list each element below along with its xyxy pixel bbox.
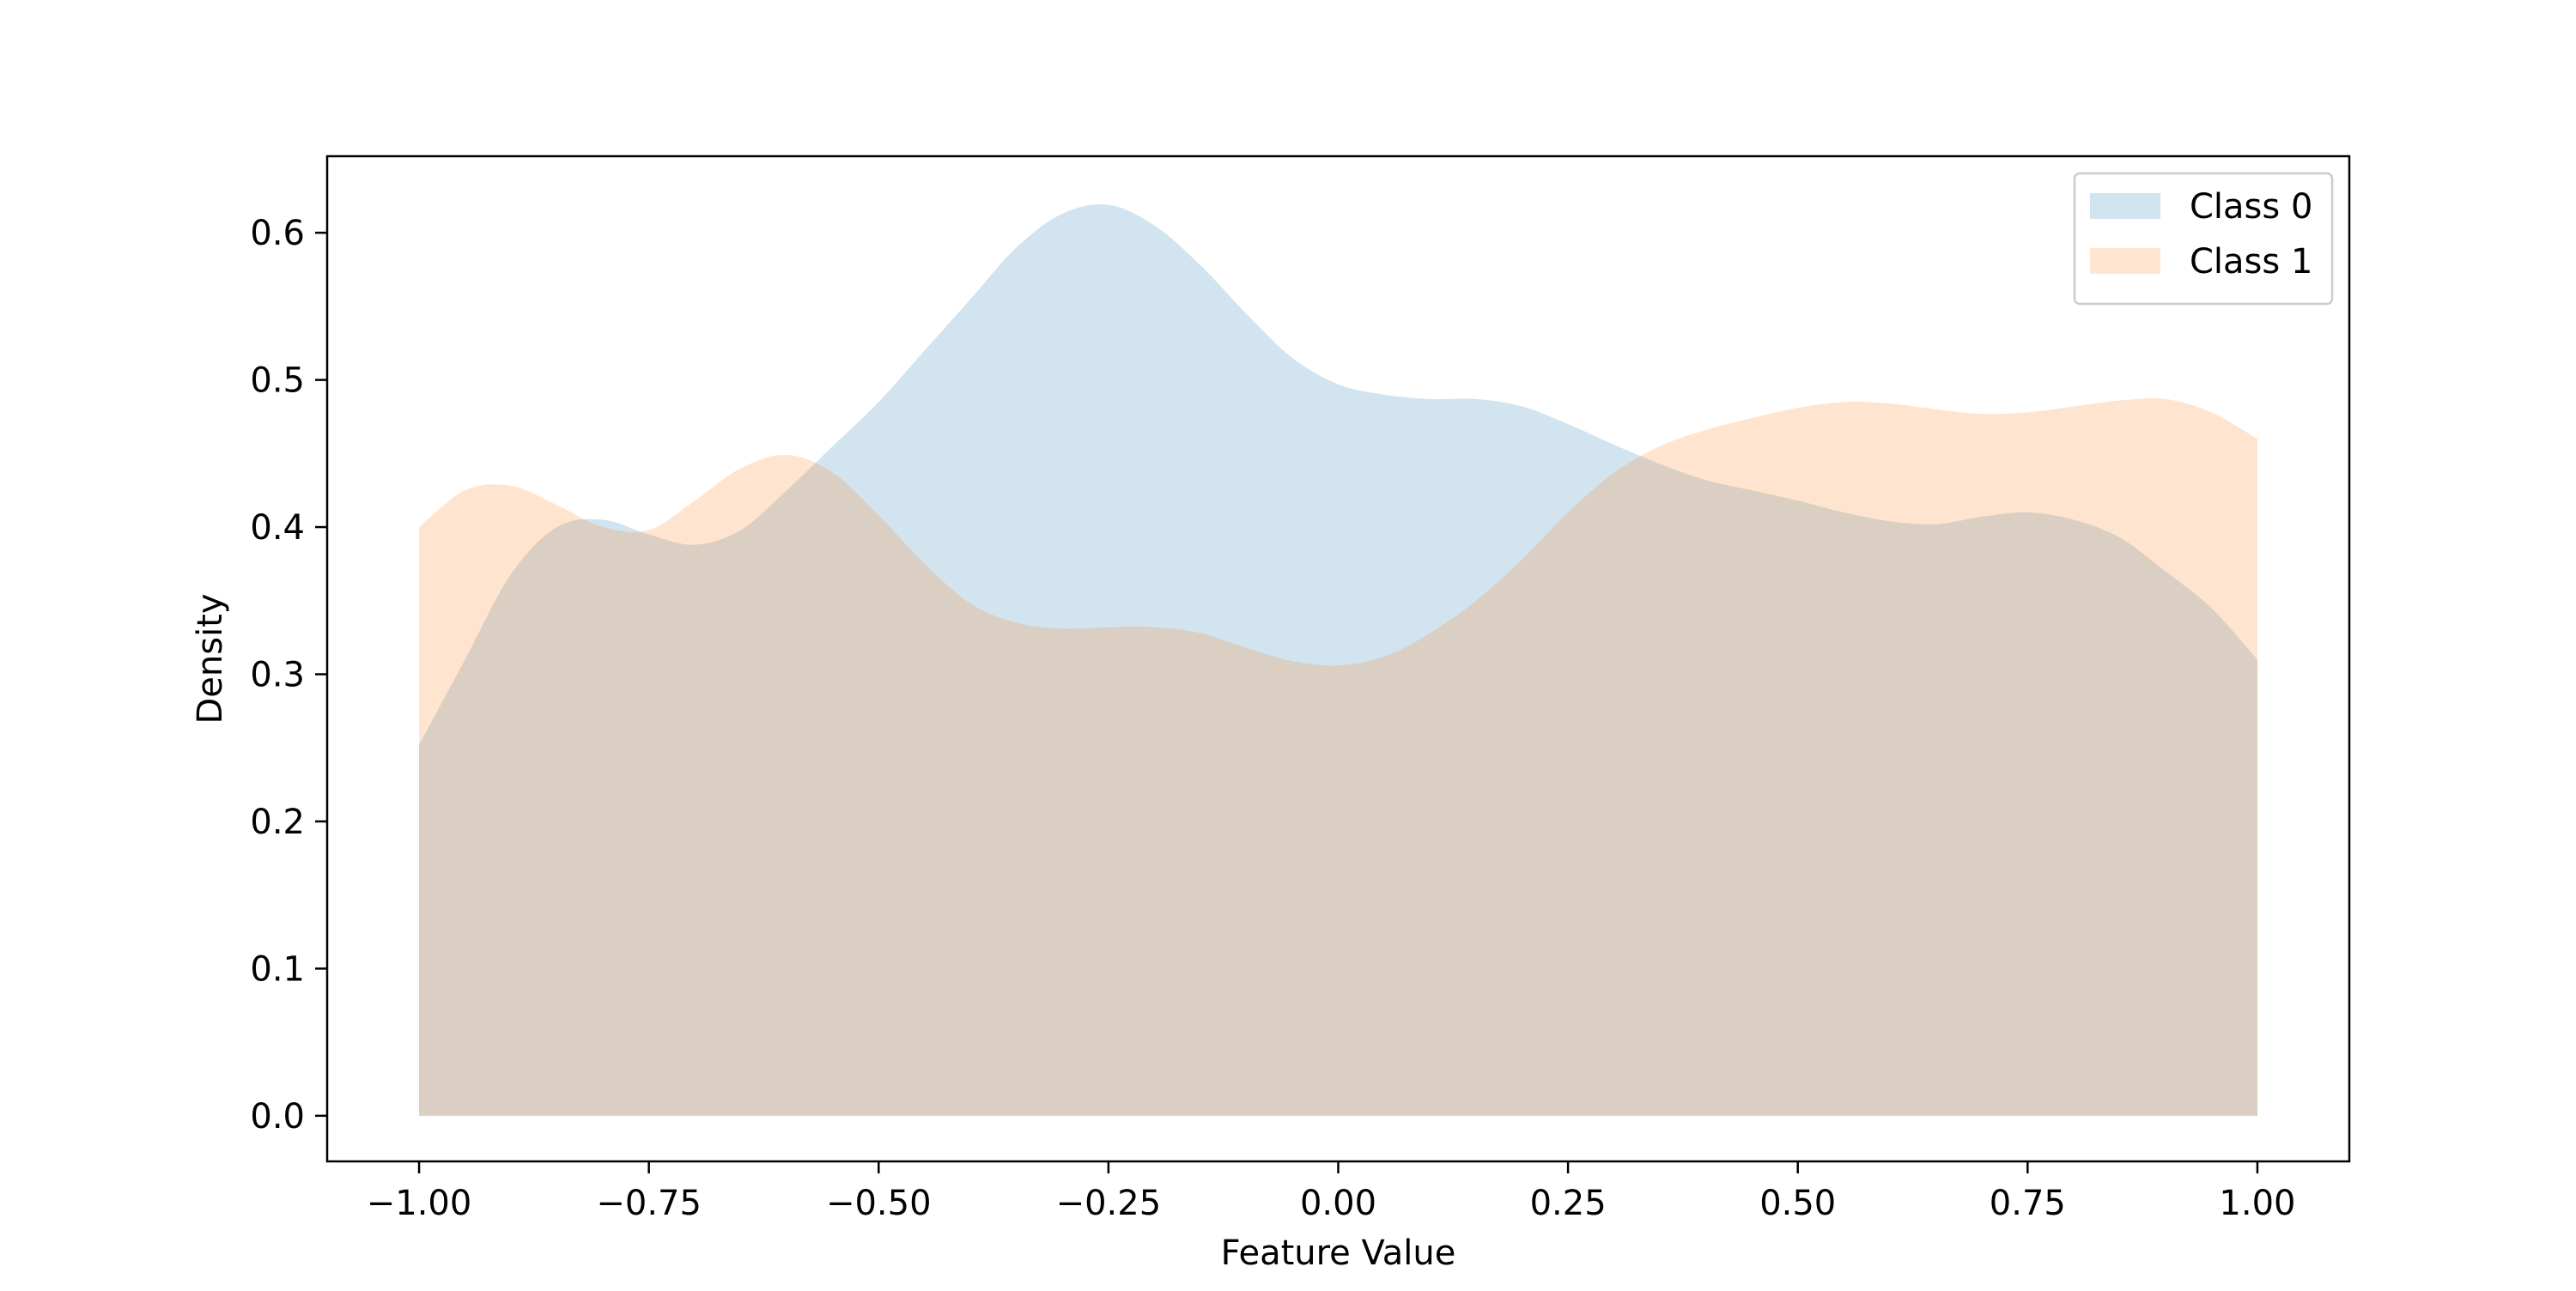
x-tick-label: −0.25 — [1056, 1184, 1162, 1223]
y-tick-label: 0.0 — [250, 1097, 305, 1136]
x-tick-label: 0.00 — [1300, 1184, 1376, 1223]
x-tick-label: −0.75 — [596, 1184, 702, 1223]
x-tick-label: −0.50 — [826, 1184, 932, 1223]
y-tick-label: 0.5 — [250, 361, 305, 401]
x-axis: −1.00 −0.75 −0.50 −0.25 0.00 0.25 0.50 0.75 1.00 — [367, 1161, 2295, 1223]
y-tick-label: 0.6 — [250, 214, 305, 253]
x-tick-label: 0.50 — [1759, 1184, 1836, 1223]
x-tick-label: 1.00 — [2219, 1184, 2295, 1223]
legend-swatch — [2090, 193, 2160, 219]
y-tick-label: 0.1 — [250, 949, 305, 989]
y-tick-label: 0.2 — [250, 803, 305, 842]
y-tick-label: 0.4 — [250, 508, 305, 548]
legend-swatch — [2090, 248, 2160, 274]
x-axis-label: Feature Value — [1221, 1233, 1456, 1273]
x-tick-label: 0.25 — [1530, 1184, 1607, 1223]
areas-layer — [419, 203, 2257, 1116]
area-series-1 — [419, 397, 2257, 1116]
legend-label: Class 1 — [2190, 242, 2312, 282]
y-tick-label: 0.3 — [250, 656, 305, 695]
area-series-0 — [419, 203, 2257, 1116]
legend-label: Class 0 — [2190, 187, 2312, 227]
y-axis: 0.0 0.1 0.2 0.3 0.4 0.5 0.6 — [250, 214, 327, 1136]
legend: Class 0 Class 1 — [2073, 172, 2334, 306]
y-axis-label: Density — [191, 593, 230, 724]
x-tick-label: −1.00 — [367, 1184, 472, 1223]
x-tick-label: 0.75 — [1990, 1184, 2066, 1223]
legend-box — [2073, 172, 2334, 306]
